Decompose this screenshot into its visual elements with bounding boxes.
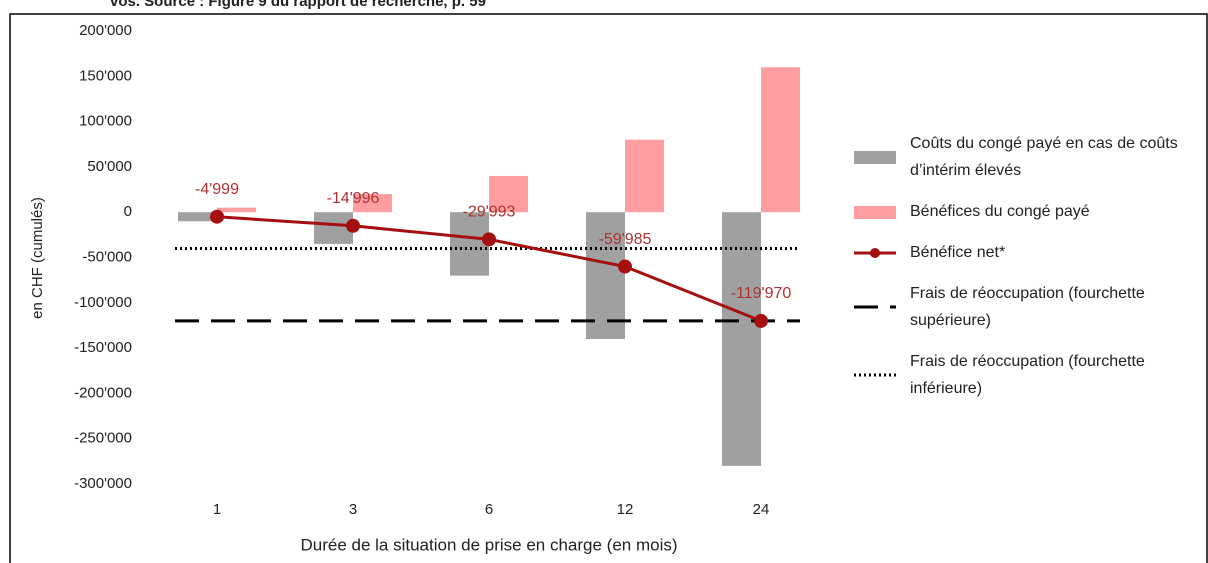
data-label: -14'996	[327, 190, 380, 207]
data-label: -4'999	[195, 181, 239, 198]
legend-label: Bénéfice net*	[910, 244, 1006, 261]
legend-swatch	[854, 247, 896, 258]
data-label: -119'970	[731, 285, 792, 302]
legend-label: Bénéfices du congé payé	[910, 203, 1090, 220]
y-tick-label: 100'000	[79, 113, 132, 130]
y-tick-label: -300'000	[74, 475, 132, 492]
x-tick-label: 6	[485, 501, 493, 518]
bar	[178, 212, 217, 222]
legend: Coûts du congé payé en cas de coûts d’in…	[850, 130, 1190, 416]
net-point	[754, 313, 768, 328]
net-point	[482, 232, 496, 247]
legend-swatch	[854, 305, 896, 309]
legend-dot	[870, 247, 880, 258]
y-tick-label: -200'000	[74, 384, 132, 401]
x-tick-label: 24	[753, 501, 770, 518]
legend-item: Coûts du congé payé en cas de coûts d’in…	[850, 130, 1190, 184]
x-tick-label: 12	[617, 501, 634, 518]
legend-box	[854, 205, 896, 219]
bar	[625, 139, 664, 213]
legend-box	[854, 151, 896, 164]
legend-item: Bénéfice net*	[850, 239, 1190, 266]
bar	[722, 212, 761, 466]
data-label: -59'985	[599, 231, 652, 248]
legend-swatch	[854, 373, 896, 377]
legend-label: Frais de réoccupation (fourchette supéri…	[910, 285, 1145, 329]
bar	[761, 67, 800, 213]
y-tick-label: -100'000	[74, 294, 132, 311]
net-point	[618, 259, 632, 274]
legend-label: Coûts du congé payé en cas de coûts d’in…	[910, 135, 1178, 179]
bar	[450, 212, 489, 276]
bar	[217, 207, 256, 213]
data-label: -29'993	[463, 204, 516, 221]
legend-swatch	[854, 205, 896, 219]
y-tick-label: -50'000	[82, 248, 132, 265]
y-tick-label: 150'000	[79, 67, 132, 84]
net-point	[210, 209, 224, 224]
legend-item: Frais de réoccupation (fourchette inféri…	[850, 348, 1190, 402]
bar	[353, 194, 392, 213]
source: vos. Source : Figure 9 du rapport de rec…	[110, 0, 486, 10]
frame	[9, 13, 1208, 563]
net-point	[346, 218, 360, 233]
x-tick-label: 1	[213, 501, 221, 518]
x-axis-label: Durée de la situation de prise en charge…	[300, 535, 677, 554]
y-tick-label: 0	[124, 203, 132, 220]
bar	[586, 212, 625, 340]
x-tick-label: 3	[349, 501, 357, 518]
legend-item: Bénéfices du congé payé	[850, 198, 1190, 225]
legend-item: Frais de réoccupation (fourchette supéri…	[850, 280, 1190, 334]
bar	[489, 175, 528, 213]
y-tick-label: -250'000	[74, 430, 132, 447]
y-axis-label: en CHF (cumulés)	[29, 197, 46, 319]
y-tick-label: 50'000	[87, 158, 132, 175]
y-tick-label: 200'000	[79, 22, 132, 39]
y-tick-label: -150'000	[74, 339, 132, 356]
legend-label: Frais de réoccupation (fourchette inféri…	[910, 353, 1145, 397]
legend-swatch	[854, 151, 896, 164]
